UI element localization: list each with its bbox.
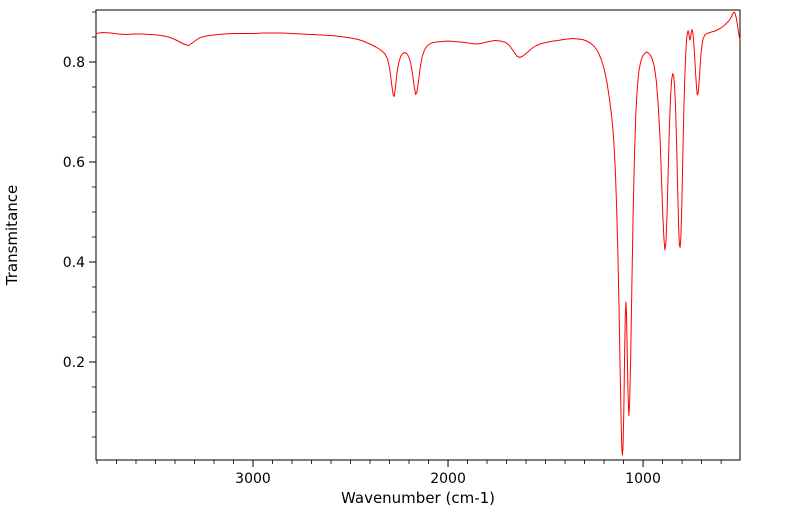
tick-labels: 3000 2000 1000 0.2 0.4 0.6 0.8 [63, 55, 661, 487]
minor-ticks [92, 11, 722, 464]
x-tick-label: 1000 [625, 471, 661, 487]
x-tick-label: 3000 [235, 471, 271, 487]
y-tick-label: 0.6 [63, 155, 85, 171]
spectrum-line [95, 11, 741, 456]
major-ticks [89, 61, 644, 467]
y-tick-label: 0.8 [63, 55, 85, 71]
x-axis-label: Wavenumber (cm-1) [341, 489, 495, 507]
plot-frame [95, 9, 741, 461]
y-tick-label: 0.4 [63, 255, 85, 271]
y-axis-label: Transmitance [3, 185, 21, 286]
y-tick-label: 0.2 [63, 355, 85, 371]
x-tick-label: 2000 [430, 471, 466, 487]
